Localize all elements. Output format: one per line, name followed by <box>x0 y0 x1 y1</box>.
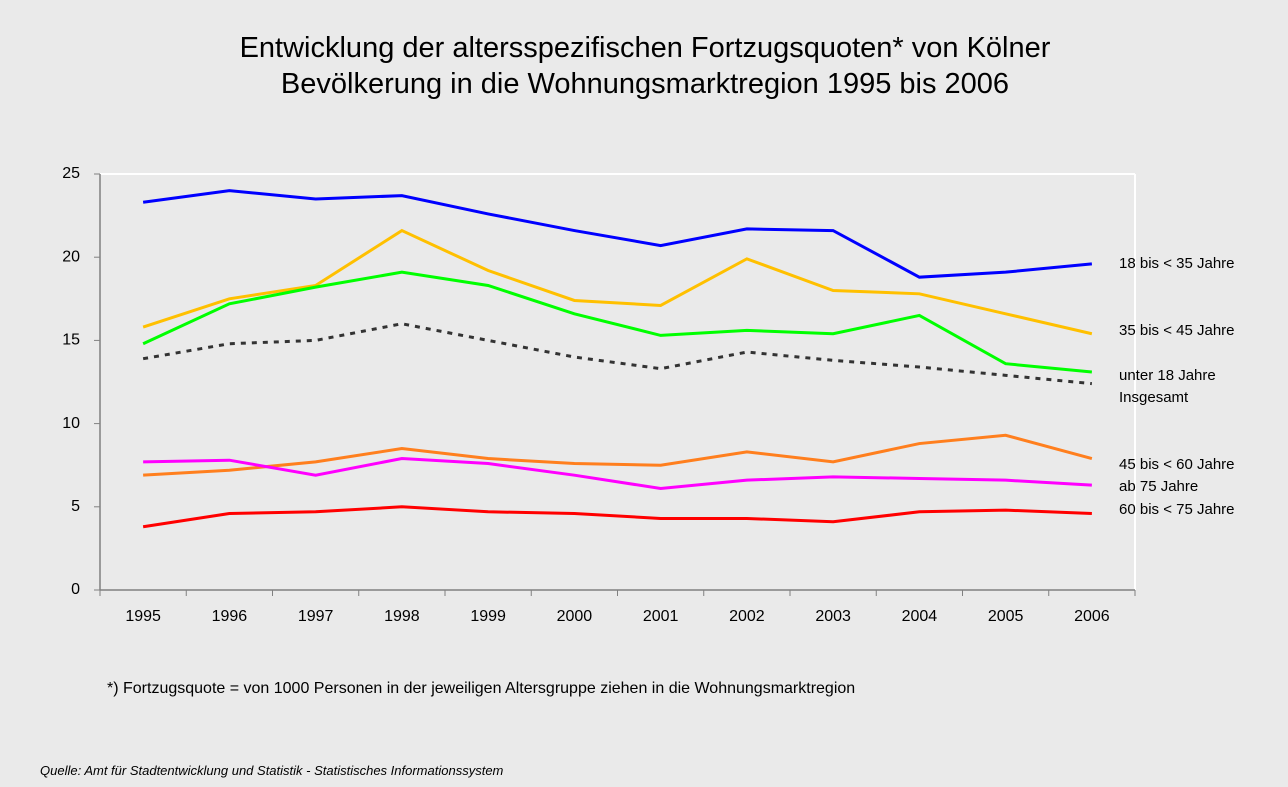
series-label: 35 bis < 45 Jahre <box>1119 322 1235 339</box>
y-tick-label: 25 <box>62 165 80 182</box>
series-line <box>143 457 1092 491</box>
x-tick-label: 2006 <box>1074 608 1110 625</box>
source: Quelle: Amt für Stadtentwicklung und Sta… <box>40 763 504 778</box>
series-label: 45 bis < 60 Jahre <box>1119 456 1235 473</box>
x-tick-label: 2005 <box>988 608 1024 625</box>
x-tick-label: 2001 <box>643 608 679 625</box>
series-label: 60 bis < 75 Jahre <box>1119 501 1235 518</box>
y-tick-label: 5 <box>71 498 80 515</box>
x-tick-label: 2000 <box>557 608 593 625</box>
x-tick-label: 1996 <box>212 608 248 625</box>
series-label: Insgesamt <box>1119 389 1189 406</box>
series-label: ab 75 Jahre <box>1119 478 1198 495</box>
y-tick-label: 15 <box>62 332 80 349</box>
x-tick-label: 2003 <box>815 608 851 625</box>
y-tick-label: 10 <box>62 415 80 432</box>
footnote: *) Fortzugsquote = von 1000 Personen in … <box>107 680 856 697</box>
y-tick-label: 0 <box>71 581 80 598</box>
x-tick-label: 1999 <box>470 608 506 625</box>
y-tick-label: 20 <box>62 248 80 265</box>
x-tick-label: 1997 <box>298 608 334 625</box>
series-line <box>143 433 1093 477</box>
series-line <box>142 228 1093 336</box>
series-label: unter 18 Jahre <box>1119 367 1216 384</box>
series-label: 18 bis < 35 Jahre <box>1119 255 1235 272</box>
series-line <box>142 505 1092 529</box>
series-line <box>142 189 1093 279</box>
x-tick-label: 1998 <box>384 608 420 625</box>
x-tick-label: 2004 <box>902 608 938 625</box>
x-tick-label: 1995 <box>125 608 161 625</box>
chart-title: Entwicklung der altersspezifischen Fortz… <box>239 32 1051 100</box>
series-line <box>142 270 1093 374</box>
x-tick-label: 2002 <box>729 608 765 625</box>
